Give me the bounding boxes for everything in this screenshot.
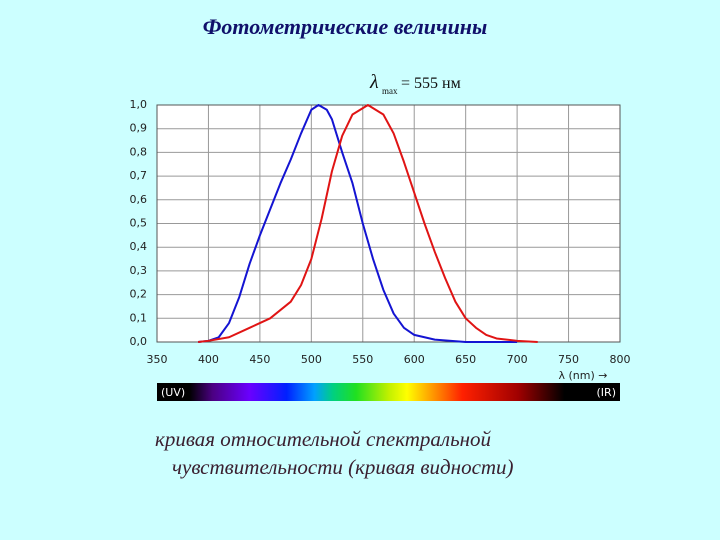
y-tick-label: 0,6 — [130, 193, 148, 206]
curve — [198, 104, 538, 343]
spectrum-label: (UV) — [161, 386, 185, 399]
y-tick-label: 0,1 — [130, 311, 148, 324]
x-tick-label: 450 — [249, 353, 270, 366]
x-axis-label: λ (nm) → — [559, 369, 608, 382]
annotation: λ max = 555 нм — [369, 71, 461, 96]
y-tick-label: 0,7 — [130, 169, 148, 182]
annotation-subscript: max — [382, 86, 398, 96]
annotation-text: = 555 нм — [401, 75, 461, 92]
y-tick-label: 0,8 — [130, 145, 148, 158]
y-tick-label: 0,9 — [130, 122, 148, 135]
y-tick-label: 0,0 — [130, 335, 148, 348]
x-tick-label: 350 — [147, 353, 168, 366]
x-tick-label: 500 — [301, 353, 322, 366]
y-tick-label: 0,2 — [130, 288, 148, 301]
y-tick-label: 1,0 — [130, 98, 148, 111]
title: Фотометрические величины — [203, 14, 488, 39]
y-tick-label: 0,4 — [130, 240, 148, 253]
caption-line: чувствительности (кривая видности) — [172, 455, 514, 479]
caption-line: кривая относительной спектральной — [155, 427, 492, 451]
x-tick-label: 550 — [352, 353, 373, 366]
x-tick-label: 400 — [198, 353, 219, 366]
x-tick-label: 750 — [558, 353, 579, 366]
x-tick-label: 700 — [507, 353, 528, 366]
spectrum-label: (IR) — [597, 386, 616, 399]
annotation-symbol: λ — [369, 71, 379, 93]
x-tick-label: 800 — [610, 353, 631, 366]
x-tick-label: 600 — [404, 353, 425, 366]
spectrum-bar — [157, 383, 620, 401]
y-tick-label: 0,5 — [130, 217, 148, 230]
curve — [198, 104, 518, 343]
plot-frame — [156, 104, 621, 343]
y-tick-label: 0,3 — [130, 264, 148, 277]
x-tick-label: 650 — [455, 353, 476, 366]
